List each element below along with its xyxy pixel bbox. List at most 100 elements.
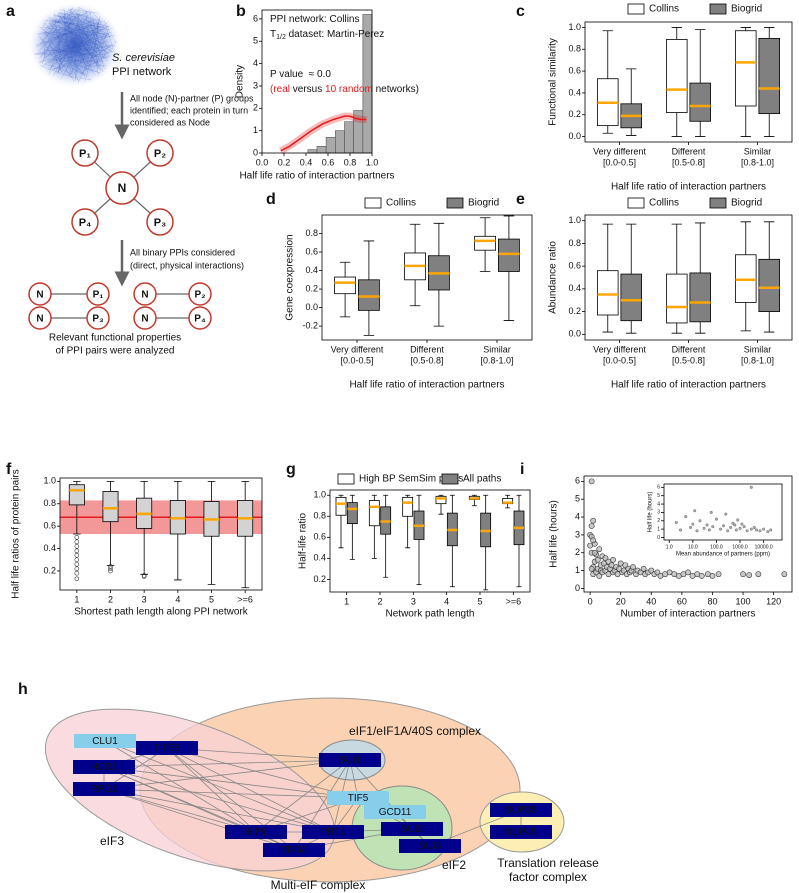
hairball-edge [78,11,89,17]
point [698,573,705,579]
point [685,569,691,576]
annotation: (real versus 10 random networks) [270,84,419,95]
hairball-edge [58,60,76,62]
y-tick-label: 1 [253,125,258,135]
outlier [108,566,113,572]
point [714,517,718,521]
plot-area [664,484,782,540]
whisker [338,515,344,549]
x-axis-label: Half life ratio of interaction partners [611,380,766,391]
node-box [381,822,443,836]
point [640,565,647,572]
hairball-edge [69,8,87,32]
annotation-part: networks) [373,84,419,95]
x-tick-label: 2 [108,594,113,604]
x-tick-label: 80 [707,597,717,607]
x-tick-label: Similar [483,344,511,354]
hairball-edge [47,21,77,35]
whisker [602,125,613,134]
edge [166,747,359,799]
hairball-edge [58,39,84,63]
hairball-edge [51,59,104,62]
point [733,523,737,527]
x-tick-label: 0 [588,597,593,607]
point [729,526,733,529]
hairball-edge [71,22,79,42]
step-text: All binary PPIs considered [130,247,235,257]
y-tick-label: 1.0 [568,215,581,225]
hairball-edge [60,14,74,23]
y-tick-label: 1 [657,526,660,532]
hairball-edge [52,56,110,70]
whisker [174,480,182,501]
hairball-edge [50,10,77,27]
hairball-edge [58,12,102,25]
hairball-edge [72,63,84,74]
point [588,565,595,572]
hairball-edge [56,14,75,33]
whisker [516,494,522,512]
y-tick-label: 0.0 [568,329,581,339]
hairball-edge [70,54,81,76]
hairball-edge [48,46,92,68]
node-label: CLU1 [92,736,118,747]
hairball-edge [54,13,59,44]
hairball-edge [55,15,109,27]
outlier [74,561,80,567]
hairball-edge [66,58,103,76]
hairball-edge [49,21,100,27]
y-tick-label: 1.0 [313,490,326,500]
bar [325,137,336,154]
bar [335,130,345,154]
hairball-edge [60,45,95,57]
plot-frame [584,214,793,341]
hairball-edge [82,41,117,66]
point [707,528,711,532]
node-label: P₁ [79,148,91,160]
node-box [399,839,461,853]
x-axis-label: Number of interaction partners [620,609,755,620]
point [693,509,697,513]
outlier [74,557,80,563]
hairball-edge [57,35,61,56]
node-box [73,760,135,774]
hairball-edge [53,11,88,61]
hairball-edge [43,32,91,81]
hairball-edge [55,26,99,70]
annotation: PPI network: Collins [270,14,359,25]
x-tick-label: 5 [209,594,214,604]
whisker [695,222,706,273]
node-label: SUP45 [505,827,537,838]
node-box [74,734,136,748]
y-tick-label: 0.6 [568,261,581,271]
hairball-edge [59,32,77,46]
hairball-edge [44,7,74,32]
hairball-edge [87,25,89,63]
step-text: All node (N)-partner (P) groups [130,93,254,103]
x-tick-label: 0.8 [344,158,357,168]
y-tick-label: 0.4 [305,265,318,275]
hairball-edge [69,31,97,50]
hairball-edge [96,31,112,40]
hairball-edge [79,53,107,75]
outlier [108,564,113,569]
y-tick-label: 0.8 [313,511,326,521]
x-tick-label: 0.6 [322,158,335,168]
hairball-edge [53,51,94,61]
box [758,37,780,115]
x-tick-label: 4 [444,596,449,606]
hairball-edge [85,34,105,58]
hairball-edge [84,55,92,82]
step-text: considered as Node [130,117,210,127]
whisker [695,29,706,84]
hairball-edge [42,40,77,67]
hairball-edge [71,38,82,73]
edge [104,740,257,833]
panel-label: e [516,191,525,208]
whisker [695,121,706,137]
hairball-edge [60,9,104,23]
edge [103,788,295,851]
legend-swatch [627,3,645,15]
hairball-edge [59,62,86,75]
hairball-edge [96,28,109,65]
